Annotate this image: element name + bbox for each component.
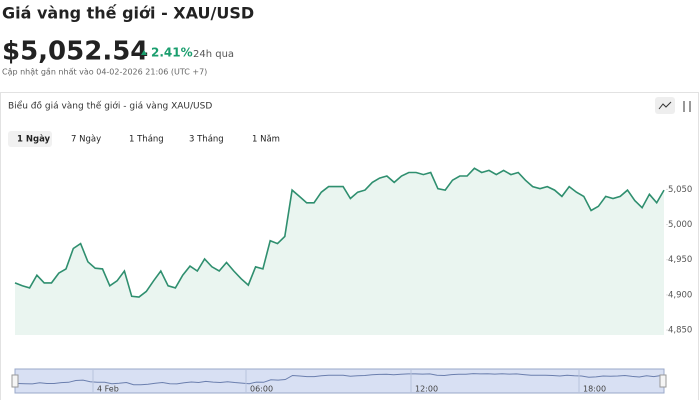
price: $5,052.54 [2, 37, 148, 67]
tab[interactable]: 1 Tháng [129, 135, 164, 145]
tab[interactable]: 1 Năm [252, 135, 280, 145]
updated-time: Cập nhật gần nhất vào 04-02-2026 21:06 (… [2, 67, 207, 78]
navigator-label: 12:00 [415, 385, 438, 394]
tab[interactable]: 7 Ngày [71, 135, 101, 145]
navigator-handle[interactable] [659, 374, 667, 388]
navigator-line [17, 373, 662, 386]
tab[interactable]: 3 Tháng [189, 135, 224, 145]
navigator-label: 4 Feb [97, 385, 119, 394]
area [15, 168, 664, 335]
tab-active-bg [8, 131, 52, 147]
chart-card [0, 92, 699, 400]
y-tick-label: 5,000 [668, 220, 692, 230]
line-icon [658, 101, 672, 110]
navigator-window[interactable] [14, 368, 665, 394]
tab[interactable]: 1 Ngày [17, 135, 51, 145]
y-tick-label: 4,950 [668, 255, 692, 265]
navigator-label: 06:00 [250, 385, 273, 394]
price-change: 2.41% [151, 46, 193, 60]
change-period: 24h qua [193, 49, 234, 60]
y-tick-label: 4,900 [668, 290, 692, 300]
page-title: Giá vàng thế giới - XAU/USD [2, 4, 254, 23]
price-line [14, 167, 665, 298]
candle-icon[interactable] [683, 101, 691, 112]
navigator-label: 18:00 [583, 385, 606, 394]
up-arrow [141, 50, 147, 55]
y-tick-label: 4,850 [668, 326, 692, 336]
card-title: Biểu đồ giá vàng thế giới - giá vàng XAU… [8, 101, 212, 112]
y-tick-label: 5,050 [668, 185, 692, 195]
navigator-handle[interactable] [11, 374, 19, 388]
